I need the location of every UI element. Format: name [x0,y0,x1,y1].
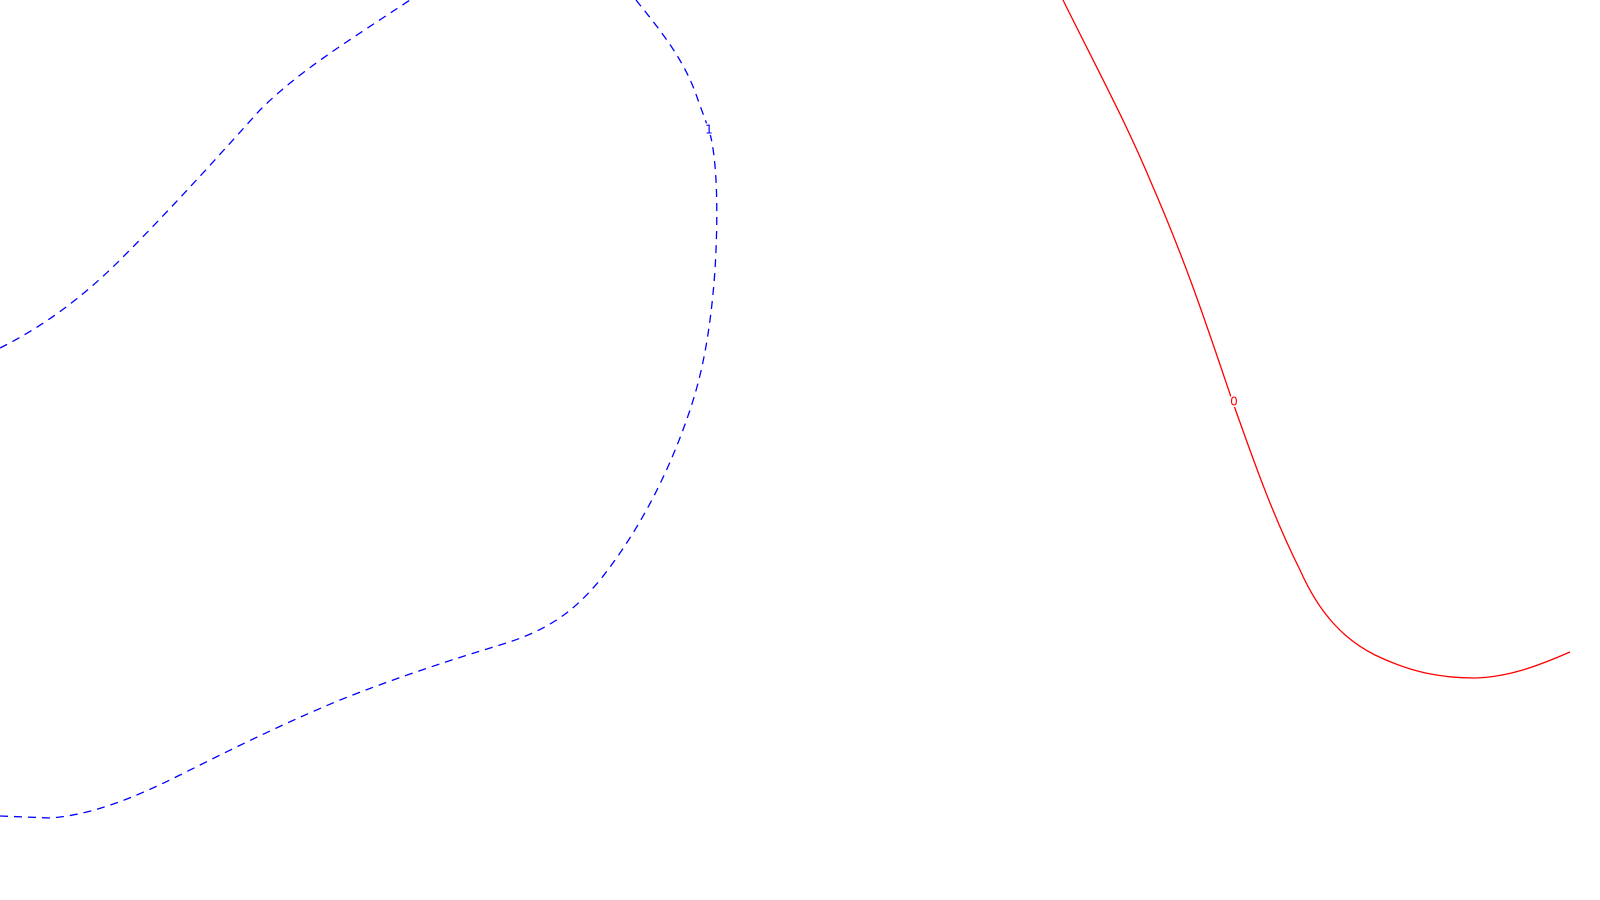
contour-label-level-1: 1 [705,123,713,137]
contour-label-level-0: 0 [1230,395,1238,409]
contour-line-level-1 [0,0,718,819]
contour-line-level-0 [1062,0,1571,679]
